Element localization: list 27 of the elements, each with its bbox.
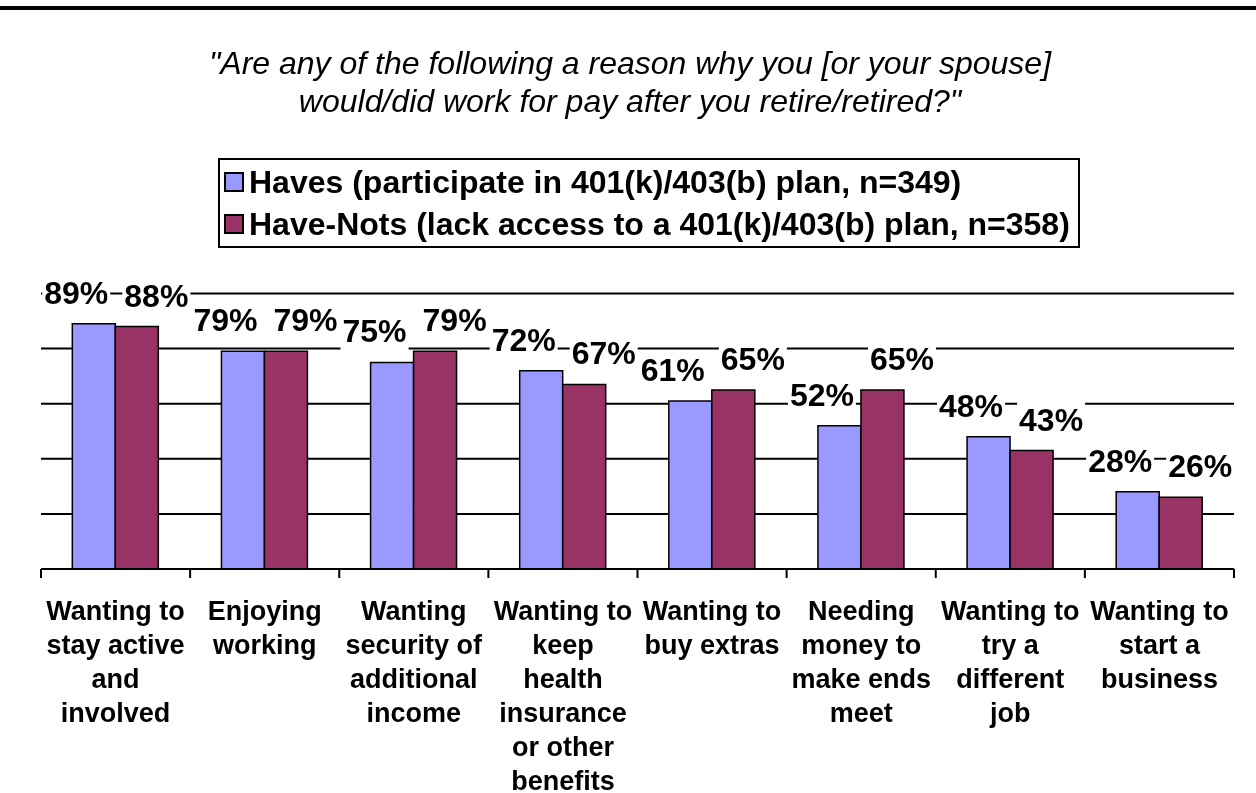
data-label: 28% [1088, 442, 1153, 479]
data-label: 88% [124, 277, 189, 314]
x-tick-label: Wanting to keep health insurance or other benefits [493, 595, 633, 793]
x-tick-label: Wanting to buy extras [642, 595, 782, 660]
data-label: 72% [491, 321, 556, 358]
data-label: 43% [1019, 401, 1084, 438]
legend-label: Haves (participate in 401(k)/403(b) plan, n=349) [249, 163, 962, 201]
x-tick-label: Wanting security of additional income [345, 595, 484, 728]
data-label: 65% [720, 340, 785, 377]
data-label: 65% [869, 340, 934, 377]
data-label: 26% [1168, 448, 1233, 485]
data-label: 79% [273, 302, 338, 339]
x-tick-label: Needing money to make ends meet [791, 595, 931, 728]
x-tick-label: Enjoying working [207, 595, 322, 660]
data-label: 79% [422, 302, 487, 339]
data-label: 89% [44, 274, 109, 311]
x-tick-label: Wanting to start a business [1090, 595, 1229, 694]
data-label: 48% [939, 387, 1004, 424]
legend-label: Have-Nots (lack access to a 401(k)/403(b) plan, n=358) [249, 205, 1070, 243]
chart-subtitle: "Are any of the following a reason why you [or your spouse] would/did work for pay after you retire/retired?" [207, 43, 1053, 120]
data-label: 52% [789, 376, 854, 413]
x-tick-label: Wanting to try a different job [941, 595, 1080, 728]
x-tick-label: Wanting to stay active and involved [46, 595, 185, 728]
data-label: 67% [571, 335, 636, 372]
data-label: 79% [193, 302, 258, 339]
data-label: 75% [342, 313, 407, 350]
data-label: 61% [640, 351, 705, 388]
